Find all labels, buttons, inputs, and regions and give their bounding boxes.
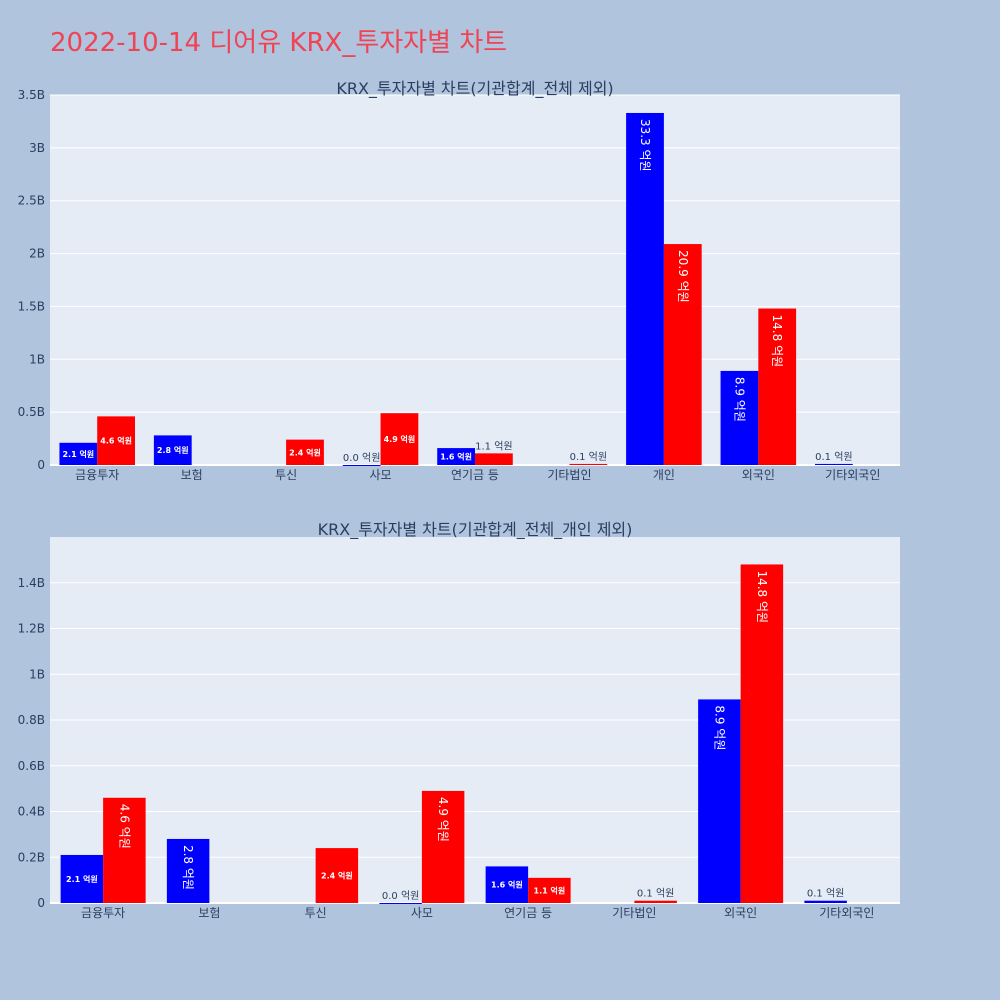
data-label: 2.8 억원 xyxy=(157,445,189,455)
bar xyxy=(663,244,702,465)
data-label: 0.0 억원 xyxy=(343,452,380,464)
bar xyxy=(437,448,475,465)
data-label: 14.8 억원 xyxy=(770,315,784,368)
data-label: 0.0 억원 xyxy=(382,890,419,902)
data-label: 4.6 억원 xyxy=(100,436,132,446)
bar xyxy=(59,442,98,465)
data-label: 0.1 억원 xyxy=(637,888,674,900)
bar xyxy=(97,416,135,465)
x-tick-label: 연기금 등 xyxy=(451,468,499,482)
chart-title: KRX_투자자별 차트(기관합계_전체_개인 제외) xyxy=(318,520,633,540)
x-tick-label: 투신 xyxy=(305,906,327,920)
x-tick-label: 보험 xyxy=(181,468,203,482)
page-title: 2022-10-14 디어유 KRX_투자자별 차트 xyxy=(50,28,508,58)
x-tick-label: 투신 xyxy=(275,468,297,482)
y-tick-label: 0.6B xyxy=(18,759,45,773)
y-tick-label: 0.2B xyxy=(18,850,45,864)
bar xyxy=(153,435,192,465)
y-tick-label: 1B xyxy=(29,667,45,681)
x-tick-label: 기타외국인 xyxy=(819,906,874,920)
y-tick-label: 1.5B xyxy=(18,299,45,313)
y-tick-label: 0 xyxy=(37,458,45,472)
x-tick-label: 사모 xyxy=(370,468,392,482)
chart-title: KRX_투자자별 차트(기관합계_전체 제외) xyxy=(336,79,613,99)
bar xyxy=(740,564,784,903)
x-tick-label: 금융투자 xyxy=(75,468,119,482)
data-label: 0.1 억원 xyxy=(807,888,844,900)
y-tick-label: 0.4B xyxy=(18,805,45,819)
x-tick-label: 개인 xyxy=(653,468,675,482)
bar xyxy=(166,838,210,903)
data-label: 2.4 억원 xyxy=(289,447,321,457)
x-tick-label: 외국인 xyxy=(742,468,775,482)
data-label: 14.8 억원 xyxy=(755,570,769,623)
data-label: 1.1 억원 xyxy=(475,440,512,452)
data-label: 20.9 억원 xyxy=(676,250,690,303)
x-tick-label: 사모 xyxy=(411,906,433,920)
bar xyxy=(379,903,422,904)
x-tick-label: 기타법인 xyxy=(547,468,591,482)
bar xyxy=(698,699,741,903)
bar xyxy=(342,465,381,466)
data-label: 4.9 억원 xyxy=(436,797,450,842)
x-tick-label: 외국인 xyxy=(724,906,757,920)
chart-bottom: 0 0.2B 0.4B 0.6B 0.8B 1B 1.2B 1.4B KRX_투자자별 차트(기… xyxy=(18,520,900,920)
y-tick-label: 2.5B xyxy=(18,194,45,208)
y-tick-label: 3.5B xyxy=(18,88,45,102)
data-label: 2.1 억원 xyxy=(62,449,94,459)
bar xyxy=(720,370,759,465)
data-label: 1.1 억원 xyxy=(534,885,566,895)
data-label: 4.9 억원 xyxy=(384,434,416,444)
bar xyxy=(315,848,359,903)
data-label: 4.6 억원 xyxy=(117,804,131,849)
data-label: 8.9 억원 xyxy=(732,377,746,422)
chart-top: 0 0.5B 1B 1.5B 2B 2.5B 3B 3.5B KRX_투자자별 차트(기관합계_… xyxy=(18,79,900,482)
data-label: 2.1 억원 xyxy=(66,874,98,884)
x-tick-label: 금융투자 xyxy=(81,906,125,920)
y-tick-label: 3B xyxy=(29,141,45,155)
bar xyxy=(804,900,847,903)
bar xyxy=(569,463,608,465)
data-label: 0.1 억원 xyxy=(815,451,852,463)
bar xyxy=(475,453,513,465)
bar xyxy=(626,112,664,465)
bar xyxy=(815,463,853,465)
bar xyxy=(421,790,465,903)
bar xyxy=(60,854,104,903)
data-label: 2.8 억원 xyxy=(181,845,195,890)
bar xyxy=(286,439,324,465)
x-tick-label: 보험 xyxy=(198,906,220,920)
y-tick-label: 1.2B xyxy=(18,622,45,636)
y-tick-label: 1.4B xyxy=(18,576,45,590)
bar xyxy=(485,866,529,903)
data-label: 2.4 억원 xyxy=(321,871,353,881)
x-tick-label: 기타법인 xyxy=(612,906,656,920)
data-label: 33.3 억원 xyxy=(638,119,652,172)
y-tick-label: 0.5B xyxy=(18,405,45,419)
data-label: 1.6 억원 xyxy=(491,880,523,890)
data-label: 8.9 억원 xyxy=(712,705,726,750)
y-tick-label: 0 xyxy=(37,896,45,910)
x-tick-label: 기타외국인 xyxy=(825,468,880,482)
bar xyxy=(103,797,146,903)
bar xyxy=(758,308,797,465)
bar xyxy=(528,877,571,903)
data-label: 1.6 억원 xyxy=(440,452,472,462)
y-tick-label: 2B xyxy=(29,247,45,261)
data-label: 0.1 억원 xyxy=(570,451,607,463)
x-tick-label: 연기금 등 xyxy=(504,906,552,920)
y-tick-label: 0.8B xyxy=(18,713,45,727)
y-tick-label: 1B xyxy=(29,352,45,366)
bar xyxy=(634,900,677,903)
bar xyxy=(380,413,419,465)
